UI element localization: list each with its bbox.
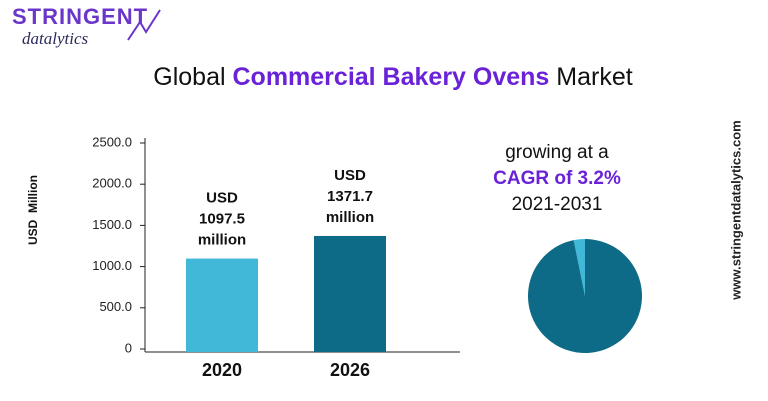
- value-label-line: 1097.5: [199, 211, 245, 228]
- value-label-line: USD: [334, 167, 366, 184]
- value-label-line: million: [326, 209, 374, 226]
- bar: [314, 235, 386, 352]
- y-tick-label: 2500.0: [92, 134, 132, 149]
- y-tick-label: 1500.0: [92, 217, 132, 232]
- value-label-line: USD: [206, 190, 238, 207]
- title-part: Market: [556, 63, 632, 91]
- title: Global Commercial Bakery Ovens Market: [153, 63, 632, 91]
- logo-arrow: [127, 9, 161, 41]
- title-highlight: Commercial Bakery Ovens: [233, 63, 550, 91]
- logo-top: STRINGENT: [12, 4, 148, 29]
- pie-slice: [527, 239, 642, 353]
- value-label: USD 1097.5 million: [198, 190, 246, 249]
- value-label-line: million: [198, 232, 246, 249]
- y-tick-label: 500.0: [99, 299, 132, 314]
- value-label: USD 1371.7 million: [326, 167, 374, 226]
- logo-bottom: datalytics: [22, 29, 88, 48]
- cagr-line: growing at a: [505, 142, 609, 163]
- y-tick-label: 1000.0: [92, 258, 132, 273]
- x-tick-label: 2026: [330, 360, 370, 380]
- cagr-highlight: CAGR of 3.2%: [493, 168, 621, 189]
- x-tick-label: 2020: [202, 360, 242, 380]
- value-label-line: 1371.7: [327, 188, 373, 205]
- website: www.stringentdatalytics.com: [728, 120, 743, 300]
- y-tick-label: 0: [125, 340, 132, 355]
- y-tick-label: 2000.0: [92, 176, 132, 191]
- y-axis-label: USD Million: [26, 175, 40, 245]
- pie-slice: [573, 239, 585, 296]
- title-part: Global: [153, 63, 225, 91]
- cagr-line: 2021-2031: [512, 194, 603, 215]
- bar: [186, 258, 258, 352]
